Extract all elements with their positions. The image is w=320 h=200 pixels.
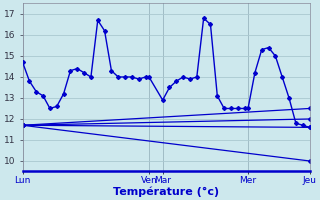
- X-axis label: Température (°c): Température (°c): [113, 186, 219, 197]
